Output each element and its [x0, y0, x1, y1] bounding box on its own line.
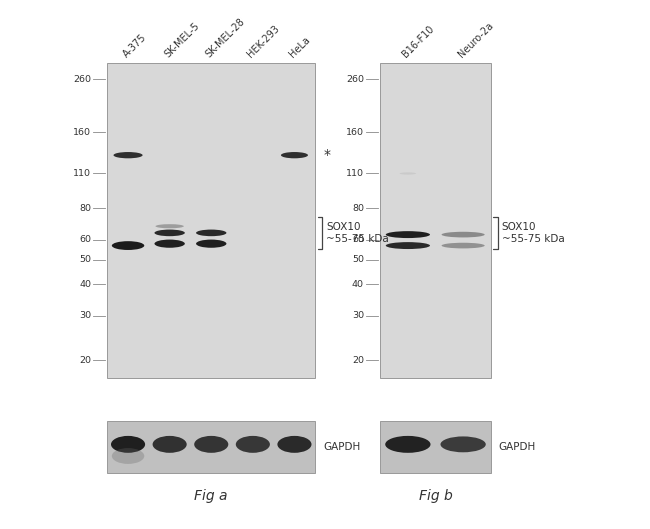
Text: SK-MEL-28: SK-MEL-28: [204, 16, 247, 59]
Ellipse shape: [112, 448, 144, 464]
Ellipse shape: [194, 436, 228, 453]
Text: HEK-293: HEK-293: [246, 23, 281, 59]
Ellipse shape: [400, 172, 416, 175]
Text: 60: 60: [79, 235, 91, 244]
Ellipse shape: [196, 230, 226, 236]
Text: A-375: A-375: [121, 32, 148, 59]
Bar: [380, 63, 491, 378]
Ellipse shape: [155, 240, 185, 248]
Text: 40: 40: [352, 280, 364, 289]
Text: GAPDH: GAPDH: [499, 442, 536, 452]
Text: Fig a: Fig a: [194, 489, 228, 503]
Text: SK-MEL-5: SK-MEL-5: [162, 21, 202, 59]
Ellipse shape: [385, 231, 430, 238]
Text: 50: 50: [352, 256, 364, 264]
Ellipse shape: [196, 240, 226, 248]
Text: SOX10
~55-75 kDa: SOX10 ~55-75 kDa: [502, 222, 565, 244]
Ellipse shape: [111, 436, 145, 453]
Ellipse shape: [385, 242, 430, 249]
Text: 80: 80: [79, 204, 91, 213]
Text: 260: 260: [346, 75, 364, 84]
Ellipse shape: [385, 436, 430, 453]
Text: 20: 20: [79, 356, 91, 365]
Text: GAPDH: GAPDH: [323, 442, 360, 452]
Ellipse shape: [278, 436, 311, 453]
Ellipse shape: [441, 232, 485, 238]
Ellipse shape: [441, 436, 486, 452]
Ellipse shape: [114, 152, 142, 158]
Text: 160: 160: [346, 128, 364, 137]
Text: 40: 40: [79, 280, 91, 289]
Ellipse shape: [112, 241, 144, 250]
Text: 160: 160: [73, 128, 91, 137]
Ellipse shape: [281, 152, 308, 158]
Text: 110: 110: [73, 169, 91, 178]
Text: HeLa: HeLa: [287, 34, 312, 59]
Text: 30: 30: [352, 312, 364, 321]
Ellipse shape: [155, 230, 185, 236]
Text: SOX10
~55-75 kDa: SOX10 ~55-75 kDa: [326, 222, 389, 244]
Text: 60: 60: [352, 235, 364, 244]
Ellipse shape: [441, 243, 485, 249]
Text: 30: 30: [79, 312, 91, 321]
Text: *: *: [323, 148, 330, 162]
Text: 20: 20: [352, 356, 364, 365]
Bar: [107, 63, 315, 378]
Text: B16-F10: B16-F10: [401, 24, 436, 59]
Text: 110: 110: [346, 169, 364, 178]
Text: Fig b: Fig b: [419, 489, 452, 503]
Ellipse shape: [155, 224, 184, 229]
Bar: [380, 421, 491, 473]
Text: 260: 260: [73, 75, 91, 84]
Ellipse shape: [236, 436, 270, 453]
Text: Neuro-2a: Neuro-2a: [456, 20, 495, 59]
Text: 50: 50: [79, 256, 91, 264]
Text: 80: 80: [352, 204, 364, 213]
Ellipse shape: [153, 436, 187, 453]
Bar: [107, 421, 315, 473]
